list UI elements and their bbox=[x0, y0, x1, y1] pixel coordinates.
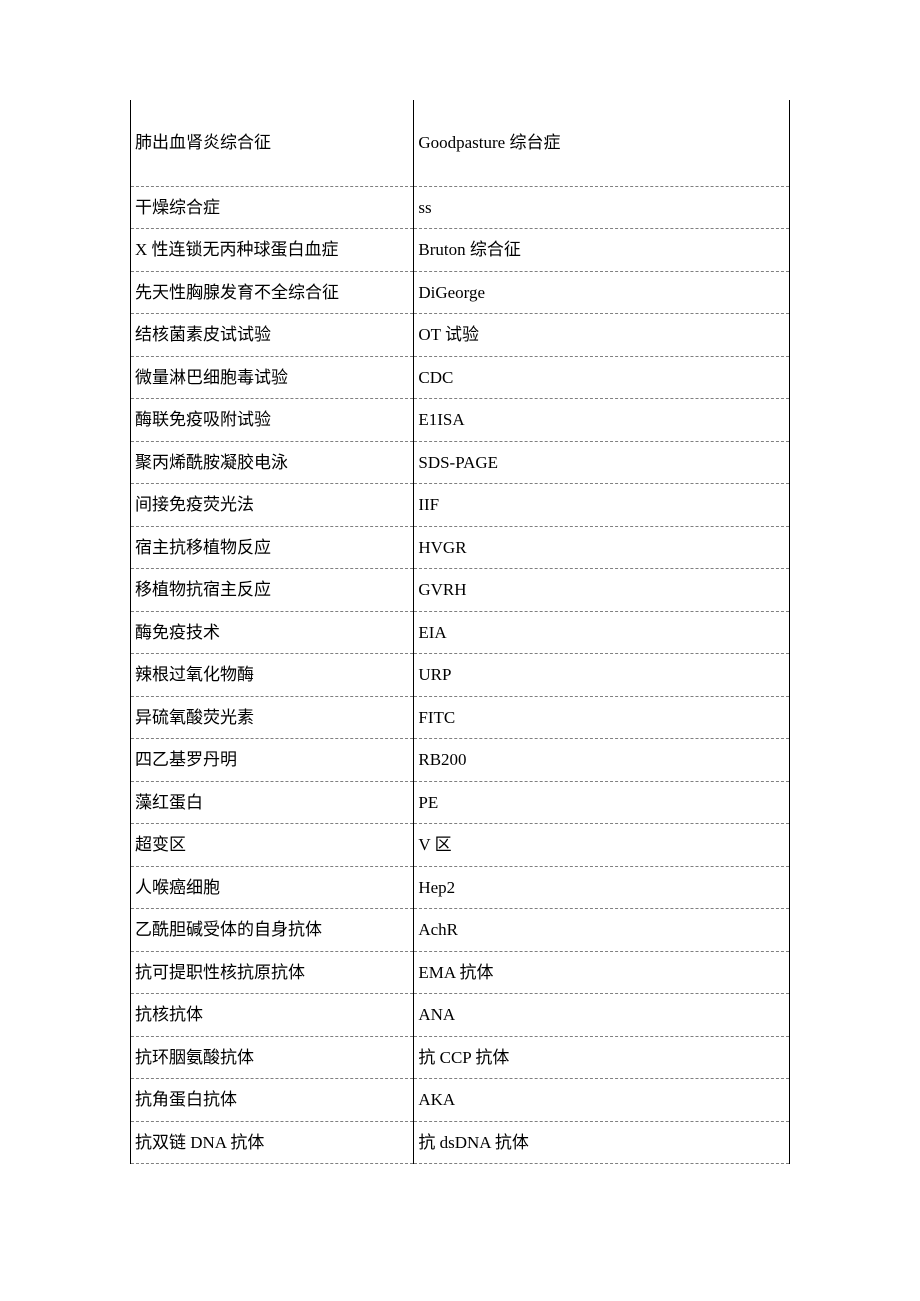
table-row: 微量淋巴细胞毒试验CDC bbox=[131, 356, 790, 399]
term-english: E1ISA bbox=[414, 399, 790, 442]
table-row: 先天性胸腺发育不全综合征DiGeorge bbox=[131, 271, 790, 314]
table-row: X 性连锁无丙种球蛋白血症Bruton 综合征 bbox=[131, 229, 790, 272]
table-row: 四乙基罗丹明RB200 bbox=[131, 739, 790, 782]
term-english: CDC bbox=[414, 356, 790, 399]
term-chinese: 异硫氧酸荧光素 bbox=[131, 696, 414, 739]
term-chinese: 微量淋巴细胞毒试验 bbox=[131, 356, 414, 399]
term-english: GVRH bbox=[414, 569, 790, 612]
term-chinese: X 性连锁无丙种球蛋白血症 bbox=[131, 229, 414, 272]
term-english: PE bbox=[414, 781, 790, 824]
term-chinese: 乙酰胆碱受体的自身抗体 bbox=[131, 909, 414, 952]
table-row: 抗可提职性核抗原抗体EMA 抗体 bbox=[131, 951, 790, 994]
term-english: OT 试验 bbox=[414, 314, 790, 357]
terminology-table: 肺出血肾炎综合征Goodpasture 综台症干燥综合症ssX 性连锁无丙种球蛋… bbox=[130, 100, 790, 1164]
term-english: AKA bbox=[414, 1079, 790, 1122]
term-english: Goodpasture 综台症 bbox=[414, 100, 790, 186]
table-row: 宿主抗移植物反应HVGR bbox=[131, 526, 790, 569]
table-row: 乙酰胆碱受体的自身抗体AchR bbox=[131, 909, 790, 952]
term-english: HVGR bbox=[414, 526, 790, 569]
term-english: ANA bbox=[414, 994, 790, 1037]
term-chinese: 聚丙烯酰胺凝胶电泳 bbox=[131, 441, 414, 484]
term-chinese: 宿主抗移植物反应 bbox=[131, 526, 414, 569]
table-row: 结核菌素皮试试验OT 试验 bbox=[131, 314, 790, 357]
table-row: 干燥综合症ss bbox=[131, 186, 790, 229]
term-chinese: 间接免疫荧光法 bbox=[131, 484, 414, 527]
term-english: RB200 bbox=[414, 739, 790, 782]
table-row: 移植物抗宿主反应GVRH bbox=[131, 569, 790, 612]
table-row: 酶免疫技术EIA bbox=[131, 611, 790, 654]
term-chinese: 酶联免疫吸附试验 bbox=[131, 399, 414, 442]
term-english: V 区 bbox=[414, 824, 790, 867]
table-row: 辣根过氧化物酶URP bbox=[131, 654, 790, 697]
term-english: DiGeorge bbox=[414, 271, 790, 314]
term-english: URP bbox=[414, 654, 790, 697]
table-row: 抗角蛋白抗体AKA bbox=[131, 1079, 790, 1122]
term-english: 抗 dsDNA 抗体 bbox=[414, 1121, 790, 1164]
table-row: 抗环胭氨酸抗体抗 CCP 抗体 bbox=[131, 1036, 790, 1079]
term-english: ss bbox=[414, 186, 790, 229]
term-chinese: 移植物抗宿主反应 bbox=[131, 569, 414, 612]
term-chinese: 辣根过氧化物酶 bbox=[131, 654, 414, 697]
term-english: FITC bbox=[414, 696, 790, 739]
term-chinese: 酶免疫技术 bbox=[131, 611, 414, 654]
term-chinese: 藻红蛋白 bbox=[131, 781, 414, 824]
term-chinese: 抗环胭氨酸抗体 bbox=[131, 1036, 414, 1079]
term-chinese: 抗可提职性核抗原抗体 bbox=[131, 951, 414, 994]
term-english: Bruton 综合征 bbox=[414, 229, 790, 272]
term-chinese: 结核菌素皮试试验 bbox=[131, 314, 414, 357]
term-chinese: 抗双链 DNA 抗体 bbox=[131, 1121, 414, 1164]
term-english: AchR bbox=[414, 909, 790, 952]
table-row: 人喉癌细胞Hep2 bbox=[131, 866, 790, 909]
term-english: EMA 抗体 bbox=[414, 951, 790, 994]
term-english: IIF bbox=[414, 484, 790, 527]
table-row: 肺出血肾炎综合征Goodpasture 综台症 bbox=[131, 100, 790, 186]
table-row: 聚丙烯酰胺凝胶电泳SDS-PAGE bbox=[131, 441, 790, 484]
term-chinese: 抗核抗体 bbox=[131, 994, 414, 1037]
term-chinese: 人喉癌细胞 bbox=[131, 866, 414, 909]
term-chinese: 干燥综合症 bbox=[131, 186, 414, 229]
table-row: 抗核抗体ANA bbox=[131, 994, 790, 1037]
term-chinese: 超变区 bbox=[131, 824, 414, 867]
table-row: 藻红蛋白PE bbox=[131, 781, 790, 824]
table-row: 超变区V 区 bbox=[131, 824, 790, 867]
table-row: 异硫氧酸荧光素FITC bbox=[131, 696, 790, 739]
table-row: 抗双链 DNA 抗体抗 dsDNA 抗体 bbox=[131, 1121, 790, 1164]
term-chinese: 四乙基罗丹明 bbox=[131, 739, 414, 782]
table-body: 肺出血肾炎综合征Goodpasture 综台症干燥综合症ssX 性连锁无丙种球蛋… bbox=[131, 100, 790, 1164]
term-chinese: 抗角蛋白抗体 bbox=[131, 1079, 414, 1122]
term-english: Hep2 bbox=[414, 866, 790, 909]
term-english: EIA bbox=[414, 611, 790, 654]
term-english: 抗 CCP 抗体 bbox=[414, 1036, 790, 1079]
table-row: 间接免疫荧光法IIF bbox=[131, 484, 790, 527]
table-row: 酶联免疫吸附试验E1ISA bbox=[131, 399, 790, 442]
term-english: SDS-PAGE bbox=[414, 441, 790, 484]
term-chinese: 肺出血肾炎综合征 bbox=[131, 100, 414, 186]
term-chinese: 先天性胸腺发育不全综合征 bbox=[131, 271, 414, 314]
